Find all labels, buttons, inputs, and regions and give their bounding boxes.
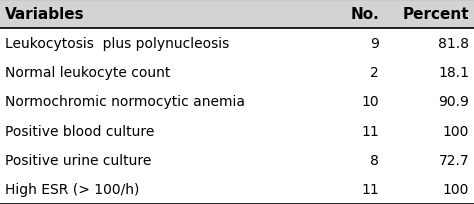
Text: 2: 2: [371, 66, 379, 80]
Text: 100: 100: [443, 182, 469, 196]
Text: Percent: Percent: [402, 7, 469, 22]
Text: 9: 9: [370, 37, 379, 51]
Text: 11: 11: [362, 182, 379, 196]
Text: 18.1: 18.1: [438, 66, 469, 80]
Text: 100: 100: [443, 124, 469, 138]
Text: Normochromic normocytic anemia: Normochromic normocytic anemia: [5, 95, 245, 109]
Text: Variables: Variables: [5, 7, 84, 22]
FancyBboxPatch shape: [0, 0, 474, 29]
Text: Normal leukocyte count: Normal leukocyte count: [5, 66, 170, 80]
Text: 8: 8: [370, 153, 379, 167]
Text: Positive urine culture: Positive urine culture: [5, 153, 151, 167]
Text: 10: 10: [362, 95, 379, 109]
Text: Leukocytosis  plus polynucleosis: Leukocytosis plus polynucleosis: [5, 37, 229, 51]
Text: Positive blood culture: Positive blood culture: [5, 124, 154, 138]
Text: No.: No.: [350, 7, 379, 22]
Text: 81.8: 81.8: [438, 37, 469, 51]
Text: 11: 11: [362, 124, 379, 138]
Text: 72.7: 72.7: [438, 153, 469, 167]
Text: 90.9: 90.9: [438, 95, 469, 109]
Text: High ESR (> 100/h): High ESR (> 100/h): [5, 182, 139, 196]
